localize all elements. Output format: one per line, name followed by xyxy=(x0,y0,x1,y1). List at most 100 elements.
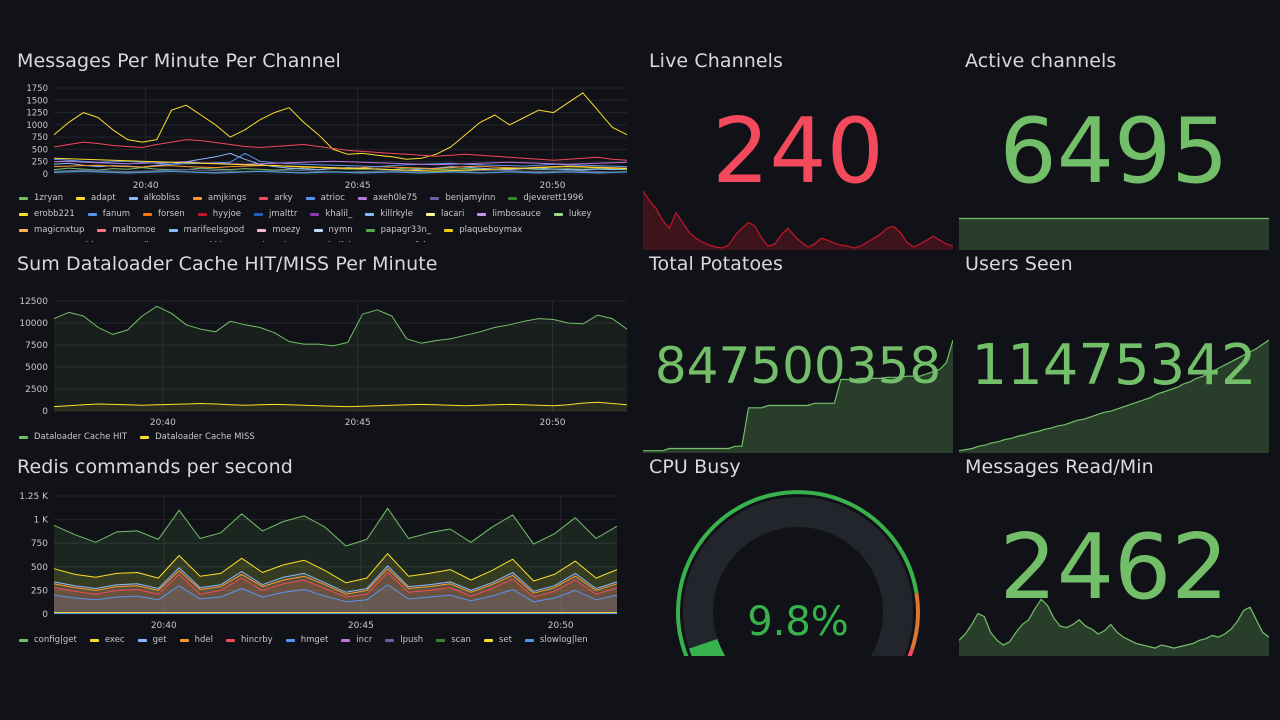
legend-label: sheenie_ xyxy=(258,238,296,242)
legend-item[interactable]: lpush xyxy=(385,632,423,648)
legend-item[interactable]: killrkyle xyxy=(365,206,413,222)
legend-label: incr xyxy=(356,635,373,645)
legend-label: shollykns xyxy=(324,238,364,242)
active-channels-sparkline xyxy=(959,217,1269,250)
legend-item[interactable]: sugarfalcon xyxy=(376,238,441,242)
legend-item[interactable]: incr xyxy=(341,632,372,648)
legend-label: get xyxy=(152,635,167,645)
legend-item[interactable]: exec xyxy=(89,632,125,648)
legend-item[interactable]: khalil_ xyxy=(310,206,352,222)
legend-swatch xyxy=(143,212,153,216)
legend-item[interactable]: jmalttr xyxy=(254,206,297,222)
legend-item[interactable]: amjkings xyxy=(192,190,246,206)
legend-item[interactable]: 1zryan xyxy=(19,190,63,206)
x-tick-label: 20:50 xyxy=(548,621,574,631)
y-tick-label: 500 xyxy=(31,563,48,573)
legend-item[interactable]: hyyjoe xyxy=(197,206,242,222)
legend-item[interactable]: samukkha xyxy=(171,238,230,242)
legend-label: samukkha xyxy=(186,238,230,242)
legend-swatch xyxy=(508,196,518,200)
series-line xyxy=(53,152,628,168)
y-tick-label: 1 K xyxy=(34,516,50,526)
y-tick-label: 750 xyxy=(31,539,48,549)
legend-item[interactable]: config|get xyxy=(19,632,77,648)
legend-item[interactable]: hdel xyxy=(179,632,213,648)
x-tick-label: 20:40 xyxy=(151,621,177,631)
y-tick-label: 0 xyxy=(43,170,48,180)
legend-label: hyyjoe xyxy=(212,209,242,219)
legend-item[interactable]: hincrby xyxy=(225,632,273,648)
legend-swatch xyxy=(341,638,351,642)
y-tick-label: 7500 xyxy=(25,341,48,351)
legend-swatch xyxy=(19,228,28,232)
legend-item[interactable]: Dataloader Cache HIT xyxy=(19,429,127,445)
legend-label: exec xyxy=(104,635,125,645)
legend-item[interactable]: lacari xyxy=(426,206,464,222)
y-tick-label: 750 xyxy=(32,133,48,143)
legend-item[interactable]: alkobliss xyxy=(128,190,180,206)
legend-item[interactable]: maltomoe xyxy=(97,222,156,238)
legend-item[interactable]: slowlog|len xyxy=(524,632,588,648)
legend-item[interactable]: magicnxtup xyxy=(19,222,84,238)
legend-item[interactable]: axeh0le75 xyxy=(357,190,418,206)
legend-item[interactable]: moezy xyxy=(257,222,301,238)
dataloader-chart[interactable]: 0 2500 5000 7500 10000 12500 20:40 20:45 20:50 xyxy=(11,285,631,435)
legend-item[interactable]: repulize xyxy=(110,238,159,242)
y-tick-label: 1500 xyxy=(26,96,48,106)
legend-item[interactable]: Dataloader Cache MISS xyxy=(140,429,255,445)
sparkline-area xyxy=(959,599,1269,656)
panel-cpu-busy: CPU Busy 9.8% xyxy=(643,456,953,656)
legend-swatch xyxy=(524,638,534,642)
legend-item[interactable]: hmget xyxy=(285,632,328,648)
total-potatoes-sparkline xyxy=(643,339,953,453)
legend-label: axeh0le75 xyxy=(372,193,418,203)
y-tick-label: 5000 xyxy=(25,363,48,373)
redis-chart[interactable]: 0 250 500 750 1 K 1.25 K 20:40 20:45 20:50 xyxy=(11,486,631,636)
legend-swatch xyxy=(179,638,189,642)
legend-item[interactable]: fanum xyxy=(87,206,130,222)
legend-item[interactable]: marifeelsgood xyxy=(168,222,244,238)
legend-item[interactable]: atrioc xyxy=(305,190,345,206)
x-tick-label: 20:40 xyxy=(150,418,176,428)
legend-item[interactable]: erobb221 xyxy=(19,206,75,222)
messages-read-value: 2462 xyxy=(999,515,1229,620)
legend-label: repulize xyxy=(125,238,159,242)
legend-label: lpush xyxy=(400,635,424,645)
legend-item[interactable]: papagr33n_ xyxy=(365,222,431,238)
legend-item[interactable]: benjamyinn xyxy=(430,190,495,206)
legend-item[interactable]: set xyxy=(483,632,512,648)
legend-item[interactable]: get xyxy=(137,632,167,648)
legend-swatch xyxy=(257,228,267,232)
messages-chart[interactable]: 0 250 500 750 1000 1250 1500 1750 20:40 20:45 20:5… xyxy=(11,78,631,213)
legend-item[interactable]: sheenie_ xyxy=(243,238,296,242)
legend-label: limbosauce xyxy=(492,209,541,219)
series-line xyxy=(53,305,628,347)
x-tick-label: 20:50 xyxy=(540,181,566,191)
legend-label: jmalttr xyxy=(269,209,298,219)
panel-live-channels: Live Channels 240 xyxy=(643,50,953,250)
legend-item[interactable]: plaqueboymax xyxy=(444,222,522,238)
series-line xyxy=(53,171,628,174)
messages-legend: 1zryan adapt alkobliss amjkings arky atrioc ax… xyxy=(19,190,623,242)
sparkline-line xyxy=(643,190,953,249)
legend-item[interactable]: djeverett1996 xyxy=(508,190,583,206)
y-tick-label: 12500 xyxy=(19,297,48,307)
series-line xyxy=(53,584,618,603)
legend-item[interactable]: shollykns xyxy=(309,238,364,242)
legend-item[interactable]: pourmenumbb xyxy=(19,238,97,242)
legend-swatch xyxy=(19,196,28,200)
legend-item[interactable]: forsen xyxy=(143,206,185,222)
legend-item[interactable]: arky xyxy=(259,190,293,206)
legend-item[interactable]: adapt xyxy=(76,190,116,206)
legend-label: djeverett1996 xyxy=(523,193,584,203)
sparkline-area xyxy=(959,218,1269,250)
legend-item[interactable]: scan xyxy=(436,632,471,648)
live-channels-sparkline xyxy=(643,190,953,250)
gauge-value-arc xyxy=(688,638,726,656)
legend-swatch xyxy=(477,212,487,216)
legend-item[interactable]: lukey xyxy=(553,206,592,222)
series-line xyxy=(53,92,628,160)
legend-item[interactable]: nymn xyxy=(313,222,353,238)
legend-item[interactable]: limbosauce xyxy=(477,206,541,222)
legend-label: lukey xyxy=(568,209,592,219)
